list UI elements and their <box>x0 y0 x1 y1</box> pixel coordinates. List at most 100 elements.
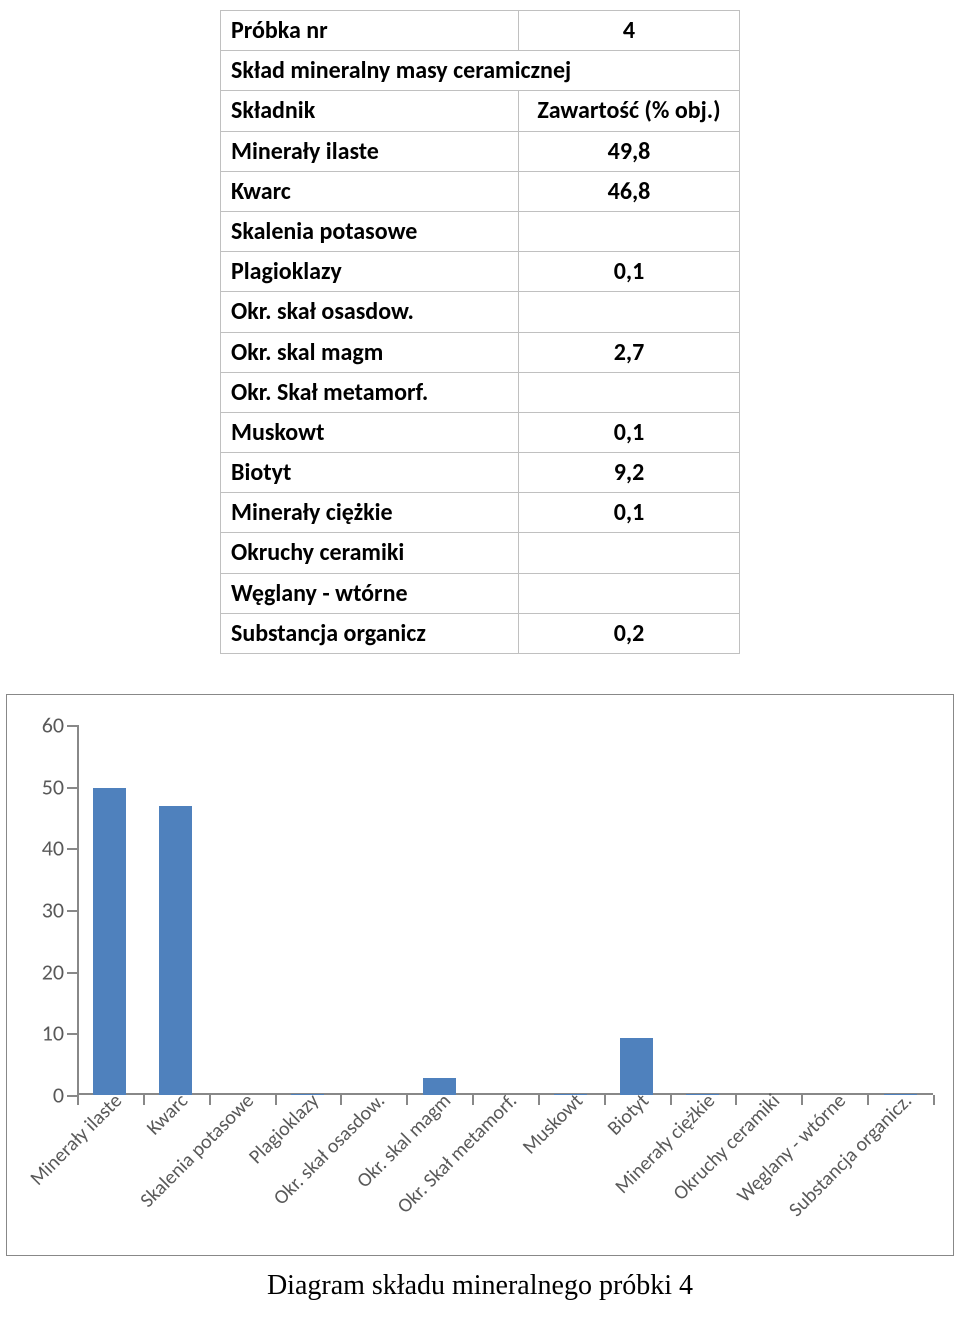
bar-slot: Muskowt <box>538 725 604 1095</box>
row-value: 2,7 <box>519 332 740 372</box>
y-tick-label: 0 <box>22 1082 64 1109</box>
table-row: Minerały ciężkie0,1 <box>221 493 740 533</box>
bar-slot: Biotyt <box>604 725 670 1095</box>
row-value: 0,2 <box>519 613 740 653</box>
table-row: Okr. skal magm2,7 <box>221 332 740 372</box>
row-value: 9,2 <box>519 453 740 493</box>
x-tick-label: Skalenia potasowe <box>135 1089 259 1213</box>
x-tick <box>867 1095 869 1105</box>
row-label: Plagioklazy <box>221 252 519 292</box>
chart-caption: Diagram składu mineralnego próbki 4 <box>0 1270 960 1302</box>
x-tick <box>406 1095 408 1105</box>
y-tick-label: 30 <box>22 897 64 924</box>
bar <box>620 1038 653 1095</box>
table-row: Okruchy ceramiki <box>221 533 740 573</box>
table-row-header: Próbka nr 4 <box>221 11 740 51</box>
bar-slot: Plagioklazy <box>275 725 341 1095</box>
table-row: Plagioklazy0,1 <box>221 252 740 292</box>
y-tick <box>67 725 77 727</box>
bar-slot: Węglany - wtórne <box>801 725 867 1095</box>
table-row: Skalenia potasowe <box>221 211 740 251</box>
y-tick-label: 20 <box>22 958 64 985</box>
composition-table: Próbka nr 4 Skład mineralny masy ceramic… <box>220 10 740 654</box>
y-tick <box>67 910 77 912</box>
row-value: 46,8 <box>519 171 740 211</box>
x-tick <box>472 1095 474 1105</box>
table-row: Minerały ilaste49,8 <box>221 131 740 171</box>
bar-slot: Okruchy ceramiki <box>735 725 801 1095</box>
bars-row: Minerały ilasteKwarcSkalenia potasowePla… <box>77 725 933 1095</box>
header-left: Próbka nr <box>221 11 519 51</box>
row-label: Okr. Skał metamorf. <box>221 372 519 412</box>
bar <box>93 788 126 1095</box>
bar-slot: Skalenia potasowe <box>209 725 275 1095</box>
x-tick <box>275 1095 277 1105</box>
section-title: Skład mineralny masy ceramicznej <box>221 51 740 91</box>
x-tick <box>933 1095 935 1105</box>
row-value <box>519 573 740 613</box>
y-tick-label: 60 <box>22 712 64 739</box>
bar-slot: Minerały ilaste <box>77 725 143 1095</box>
y-tick <box>67 972 77 974</box>
row-label: Kwarc <box>221 171 519 211</box>
table-row-columns: Składnik Zawartość (% obj.) <box>221 91 740 131</box>
row-label: Okr. skal magm <box>221 332 519 372</box>
page-container: Próbka nr 4 Skład mineralny masy ceramic… <box>0 0 960 1302</box>
table-row: Okr. skał osasdow. <box>221 292 740 332</box>
row-value <box>519 533 740 573</box>
x-tick <box>735 1095 737 1105</box>
x-tick <box>604 1095 606 1105</box>
row-label: Minerały ciężkie <box>221 493 519 533</box>
y-tick <box>67 848 77 850</box>
x-tick <box>670 1095 672 1105</box>
row-value <box>519 211 740 251</box>
table-row: Muskowt0,1 <box>221 412 740 452</box>
bar-slot: Okr. skał osasdow. <box>340 725 406 1095</box>
row-label: Substancja organicz <box>221 613 519 653</box>
x-tick-label: Muskowt <box>518 1089 588 1159</box>
x-tick <box>209 1095 211 1105</box>
col1-label: Składnik <box>221 91 519 131</box>
row-value <box>519 372 740 412</box>
row-value <box>519 292 740 332</box>
row-label: Biotyt <box>221 453 519 493</box>
x-tick <box>77 1095 79 1105</box>
col2-label: Zawartość (% obj.) <box>519 91 740 131</box>
bar-slot: Minerały ciężkie <box>670 725 736 1095</box>
bar-slot: Okr. Skał metamorf. <box>472 725 538 1095</box>
composition-table-wrap: Próbka nr 4 Skład mineralny masy ceramic… <box>220 10 740 654</box>
y-tick <box>67 1095 77 1097</box>
row-label: Minerały ilaste <box>221 131 519 171</box>
x-tick <box>538 1095 540 1105</box>
table-row: Biotyt9,2 <box>221 453 740 493</box>
bar-slot: Okr. skal magm <box>406 725 472 1095</box>
table-row: Węglany - wtórne <box>221 573 740 613</box>
bar-slot: Substancja organicz. <box>867 725 933 1095</box>
table-row: Kwarc46,8 <box>221 171 740 211</box>
y-tick-label: 50 <box>22 773 64 800</box>
x-tick-label: Kwarc <box>142 1089 193 1140</box>
bar <box>159 806 192 1095</box>
plot-area: Minerały ilasteKwarcSkalenia potasowePla… <box>77 725 933 1095</box>
row-value: 0,1 <box>519 252 740 292</box>
row-label: Okr. skał osasdow. <box>221 292 519 332</box>
x-tick-label: Biotyt <box>602 1089 653 1140</box>
bar-slot: Kwarc <box>143 725 209 1095</box>
y-tick <box>67 787 77 789</box>
row-value: 0,1 <box>519 493 740 533</box>
header-right: 4 <box>519 11 740 51</box>
y-tick-label: 10 <box>22 1020 64 1047</box>
y-tick-label: 40 <box>22 835 64 862</box>
x-tick <box>340 1095 342 1105</box>
row-label: Okruchy ceramiki <box>221 533 519 573</box>
row-value: 0,1 <box>519 412 740 452</box>
chart-box: Minerały ilasteKwarcSkalenia potasowePla… <box>6 694 954 1256</box>
row-value: 49,8 <box>519 131 740 171</box>
y-tick <box>67 1033 77 1035</box>
table-row: Substancja organicz0,2 <box>221 613 740 653</box>
x-tick-label: Okr. Skał metamorf. <box>393 1089 522 1218</box>
x-tick <box>801 1095 803 1105</box>
row-label: Skalenia potasowe <box>221 211 519 251</box>
x-tick <box>143 1095 145 1105</box>
x-tick-label: Substancja organicz. <box>784 1089 917 1222</box>
